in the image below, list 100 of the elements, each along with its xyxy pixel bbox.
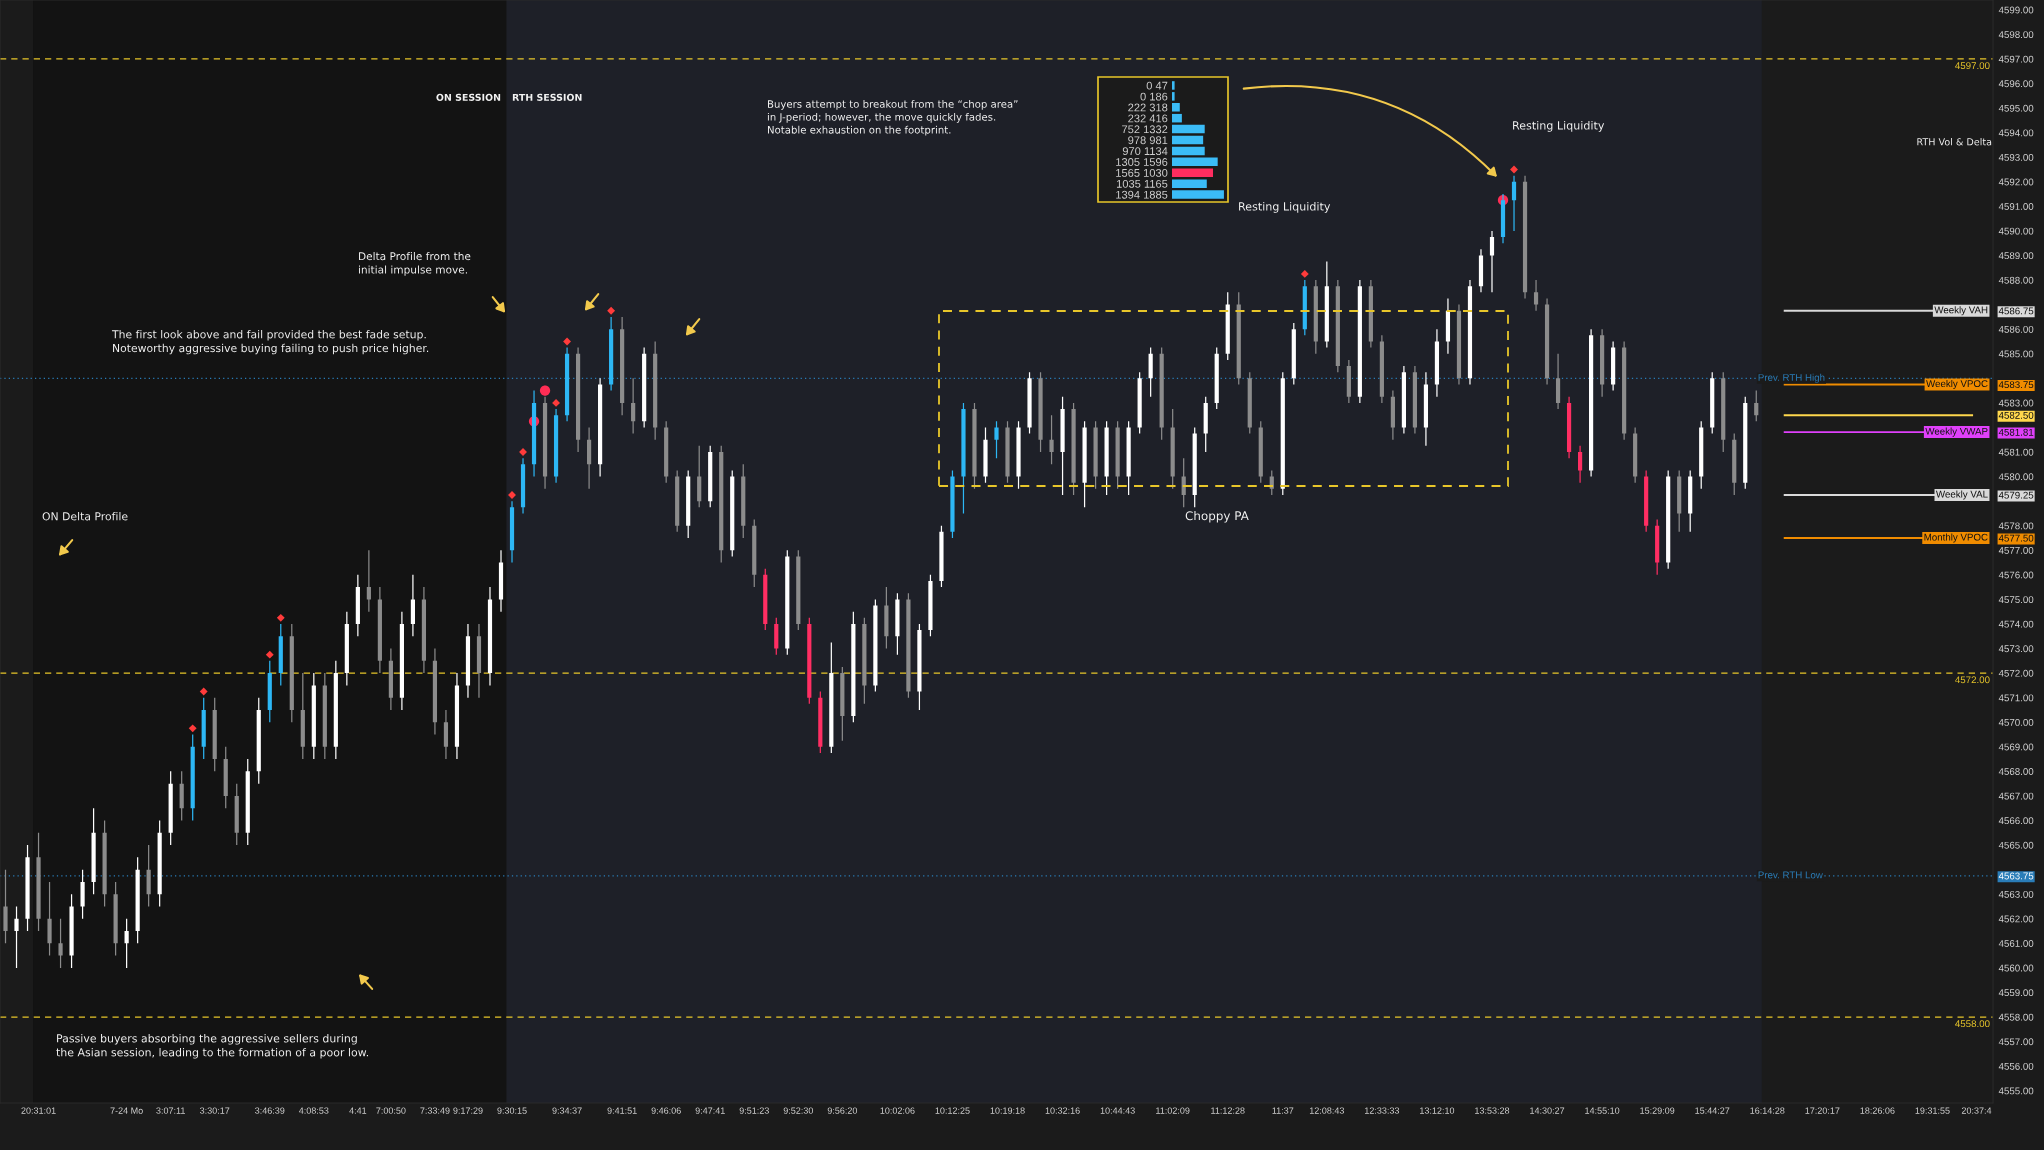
bar [1172, 113, 1182, 123]
y-tick-label: 1394 1885 [1116, 190, 1168, 199]
ref-line-label: 4597.00 [1955, 62, 1990, 70]
x-tick-label: 14:30:27 [1530, 1107, 1565, 1114]
y-tick-label: 4563.75 [1998, 872, 2034, 880]
candlestick [245, 759, 250, 846]
candlestick [1258, 421, 1263, 483]
candlestick [1357, 280, 1362, 403]
candlestick [1137, 372, 1142, 434]
candlestick [1225, 292, 1230, 360]
y-tick-label: 4592.00 [1998, 178, 2034, 186]
y-tick-label: 4557.00 [1998, 1038, 2034, 1046]
candlestick [950, 470, 955, 538]
candlestick [509, 501, 515, 563]
point [1300, 269, 1309, 278]
y-tick-label: 4579.25 [1998, 491, 2034, 499]
candlestick [620, 316, 625, 416]
candlestick [1467, 280, 1473, 385]
candlestick [421, 587, 427, 674]
candlestick [1456, 304, 1462, 385]
candlestick [575, 347, 581, 453]
candlestick [465, 623, 471, 698]
candlestick [410, 574, 416, 637]
candlestick [1203, 396, 1208, 453]
x-tick-label: 12:33:33 [1365, 1107, 1400, 1114]
x-tick-label: 14:55:10 [1585, 1107, 1620, 1114]
y-tick-label: 0 186 [1140, 92, 1168, 101]
candlestick [399, 611, 404, 710]
x-tick-label: 9:56:20 [827, 1107, 858, 1114]
point [563, 337, 571, 346]
y-tick-label: 4568.00 [1998, 768, 2034, 775]
y-tick-label: 4581.00 [1998, 448, 2034, 456]
candlestick [322, 673, 327, 760]
candlestick [564, 347, 570, 422]
y-tick-label: 4583.00 [1998, 399, 2034, 407]
y-tick-label: 4566.00 [1998, 817, 2034, 825]
candlestick [344, 611, 349, 686]
candlestick [1533, 280, 1539, 311]
candlestick [664, 421, 669, 483]
x-tick-label: 18:26:06 [1860, 1107, 1895, 1114]
ref-line-label: Prev. RTH High [1758, 373, 1825, 383]
candlestick [58, 918, 63, 968]
candlestick [906, 593, 911, 698]
y-tick-label: 1035 1165 [1116, 179, 1168, 188]
y-tick-label: 4582.50 [1998, 411, 2034, 419]
candlestick [1280, 372, 1285, 495]
candlestick [642, 347, 647, 428]
y-tick-label: 4573.00 [1998, 645, 2034, 653]
x-tick-label: 11:12:28 [1211, 1107, 1245, 1114]
candlestick [1038, 372, 1043, 453]
y-tick-label: 4556.00 [1998, 1062, 2034, 1070]
candlestick [1115, 421, 1120, 489]
point [188, 724, 197, 733]
candlestick [840, 666, 845, 741]
y-tick-label: 4558.00 [1998, 1013, 2034, 1021]
y-tick-label: 4555.00 [1998, 1087, 2034, 1095]
annotation: Delta Profile from the initial impulse move. [358, 252, 471, 276]
candlestick [432, 648, 438, 735]
candlestick [1390, 390, 1395, 440]
y-tick-label: 4578.00 [1998, 522, 2034, 530]
x-tick-label: 17:20:17 [1805, 1107, 1840, 1114]
candlestick [1170, 409, 1175, 489]
candlestick [1148, 347, 1153, 397]
annotation: The first look above and fail provided the best fade setup. Noteworthy aggressive buying failing to push price higher. [111, 330, 429, 355]
x-tick-label: 7-24 Mo [110, 1107, 143, 1114]
x-tick-label: 7:00:50 [376, 1107, 406, 1114]
x-tick-label: 15:44:27 [1695, 1107, 1730, 1114]
candlestick [1412, 366, 1418, 434]
candlestick [1555, 353, 1561, 410]
y-tick-label: 4561.00 [1998, 940, 2034, 947]
y-tick-label: 222 318 [1128, 103, 1168, 112]
x-tick-label: 9:52:30 [783, 1107, 814, 1114]
y-tick-label: 4588.00 [1998, 276, 2034, 284]
y-tick-label: 0 47 [1146, 81, 1168, 90]
candlestick [1027, 372, 1032, 434]
candlestick [1478, 249, 1484, 293]
candlestick [14, 906, 19, 968]
candlestick [487, 587, 493, 686]
y-tick-label: 4599.00 [1998, 6, 2034, 14]
candlestick [972, 402, 977, 489]
y-tick-label: 4598.00 [1998, 31, 2034, 39]
y-tick-label: 4571.00 [1998, 694, 2034, 702]
candlestick [113, 881, 118, 956]
candlestick [1071, 402, 1076, 495]
candlestick [1192, 427, 1197, 508]
candlestick [785, 550, 790, 655]
point [552, 398, 560, 407]
candlestick [862, 617, 867, 704]
candlestick [741, 464, 746, 538]
candlestick [333, 660, 338, 760]
candlestick [223, 746, 228, 809]
candlestick [774, 617, 779, 655]
candlestick [587, 427, 592, 489]
bar [1172, 103, 1180, 112]
y-tick-label: 4575.00 [1998, 596, 2034, 604]
candlestick [1633, 427, 1638, 483]
candlestick [895, 593, 900, 655]
y-tick-label: 4563.00 [1998, 890, 2034, 898]
y-tick-label: 4590.00 [1998, 227, 2034, 235]
y-tick-label: 4581.81 [1998, 428, 2034, 436]
